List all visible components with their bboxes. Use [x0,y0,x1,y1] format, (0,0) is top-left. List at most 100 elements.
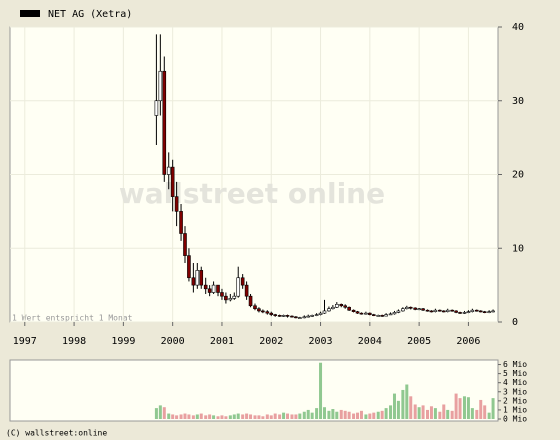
candle-body [413,307,417,310]
x-tick-label: 1998 [62,336,86,347]
volume-bar [470,408,474,419]
candle-body [470,309,475,312]
volume-panel [9,359,499,422]
candle-body [314,314,319,316]
candle-body [224,295,228,301]
candle-body [458,312,462,314]
volume-bar [191,415,195,419]
volume-bar [224,416,228,419]
volume-bar [319,362,323,419]
volume-bar [290,414,294,419]
volume-bar [278,414,282,419]
candle-body [462,312,467,314]
candle-body [232,295,237,299]
candle-body [331,306,335,310]
candle-body [421,308,425,311]
volume-bar [392,393,396,419]
volume-bar [232,414,236,419]
candle-body [438,309,442,312]
volume-bar [158,405,162,419]
candle-body [174,196,179,212]
volume-bar [364,414,368,419]
volume-bar [450,410,454,419]
candle-body [277,315,282,317]
candle-body [265,311,270,314]
volume-bar [302,411,306,419]
volume-bar [167,413,171,419]
candle-body [339,303,344,307]
volume-bar [228,415,232,419]
candle-body [392,312,397,315]
x-tick-label: 2000 [161,336,185,347]
volume-bar [417,407,421,419]
x-tick-label: 2003 [308,336,332,347]
candle-body [203,284,208,290]
volume-bar [195,414,199,419]
candle-body [269,312,274,315]
y-tick-label: 1 Mio [503,405,527,414]
volume-bar [298,413,302,419]
volume-bar [282,412,286,419]
candle-body [207,288,212,293]
y-tick-label: 0 Mio [503,415,527,424]
volume-bar [245,413,249,419]
legend-swatch [20,10,40,17]
volume-bar [273,413,277,419]
candle-body [359,312,364,315]
volume-bar [483,405,487,419]
volume-bar [179,414,183,419]
x-tick-label: 2006 [456,336,480,347]
candle-body [388,313,393,316]
y-tick-label: 30 [512,96,524,107]
volume-bar [183,413,187,419]
volume-bar [372,412,376,419]
volume-bar [257,415,261,419]
volume-bar [352,413,356,419]
candle-body [285,315,290,317]
x-tick-label: 2004 [358,336,382,347]
volume-bar [479,399,483,419]
candle-body [162,70,167,175]
volume-bar [396,400,400,419]
y-tick-label: 3 Mio [503,387,527,396]
candle-body [417,308,421,311]
candle-body [396,310,401,313]
volume-bar [175,415,179,419]
volume-bar [359,410,363,419]
volume-bar [306,409,310,419]
y-tick-label: 20 [512,170,524,181]
candle-body [450,309,454,312]
volume-bar [261,416,265,419]
volume-bar [343,410,347,419]
x-tick-label: 2002 [259,336,283,347]
candle-body [290,315,294,318]
volume-bar [356,412,360,419]
candle-body [183,233,187,256]
watermark: wallstreet online [119,177,385,210]
candle-body [433,309,438,312]
volume-bar [462,396,466,419]
volume-bar [327,410,331,419]
volume-bar [199,413,203,419]
candle-body [310,315,314,317]
candle-body [445,309,450,312]
candle-body [158,70,163,102]
candle-body [216,284,220,293]
candle-body [384,314,388,317]
volume-bar [389,405,393,419]
volume-bar [491,398,495,419]
volume-bar [286,413,290,419]
volume-bar [208,414,212,419]
candle-body [211,284,216,293]
candle-body [405,306,409,310]
candle-body [322,310,327,314]
candle-body [368,312,372,315]
volume-bar [466,397,470,419]
candle-body [191,277,196,286]
candle-body [228,298,233,301]
volume-bar [335,411,339,419]
candle-body [261,310,265,313]
volume-bar [380,410,384,419]
candle-body [343,305,347,308]
